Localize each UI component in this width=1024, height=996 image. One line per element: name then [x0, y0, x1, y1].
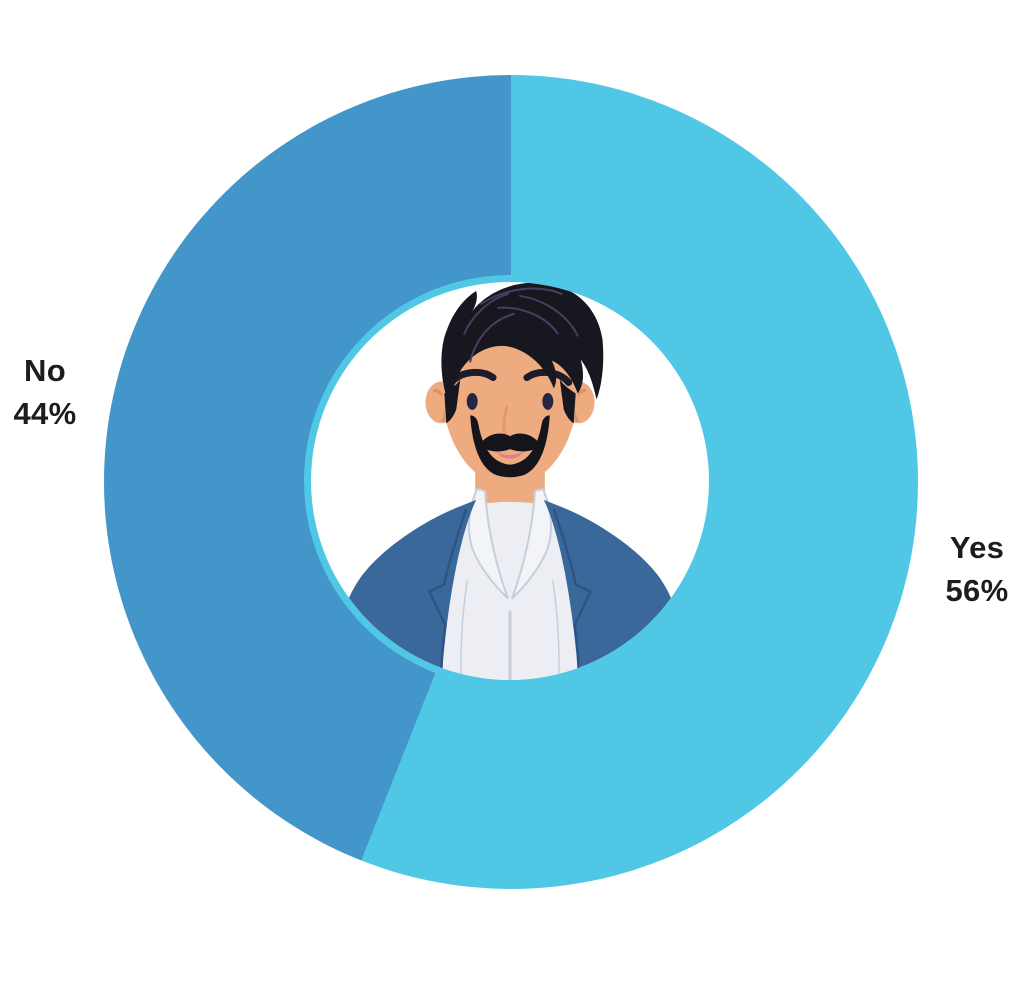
segment-label-yes-name: Yes	[949, 530, 1005, 565]
chart-center-hole	[311, 282, 709, 680]
man-avatar-illustration	[334, 282, 686, 680]
segment-label-no-value: 44%	[13, 396, 77, 431]
segment-label-yes-value: 56%	[945, 573, 1009, 608]
segment-label-yes: Yes 56%	[930, 526, 1024, 612]
segment-label-no: No 44%	[2, 349, 88, 435]
segment-label-no-name: No	[24, 353, 66, 388]
